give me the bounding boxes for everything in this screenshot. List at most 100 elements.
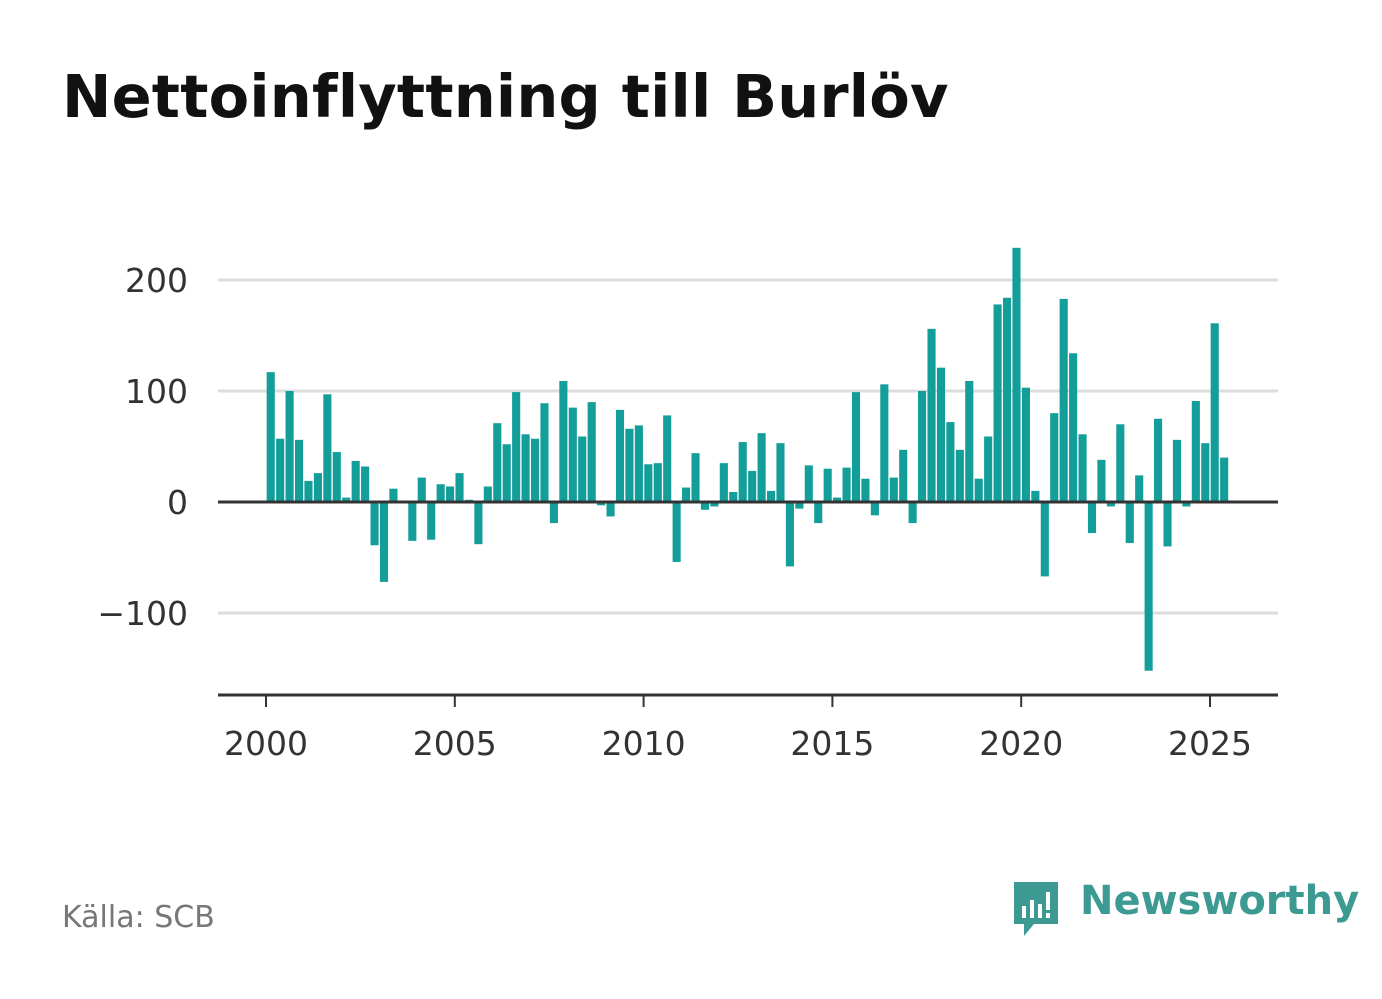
bar	[1116, 424, 1125, 502]
bar	[351, 460, 360, 502]
bar	[408, 502, 417, 541]
x-tick-label: 2025	[1168, 724, 1252, 763]
bar	[1220, 457, 1229, 502]
bar	[417, 477, 426, 502]
bar	[1078, 434, 1087, 502]
bar	[776, 443, 785, 502]
bar	[719, 463, 728, 502]
bar	[927, 328, 936, 502]
bar	[804, 465, 813, 502]
y-tick-label: 0	[167, 483, 188, 522]
bar	[455, 473, 464, 502]
bar	[682, 487, 691, 502]
bar	[540, 403, 549, 502]
bar	[1069, 353, 1078, 502]
bar	[1002, 297, 1012, 502]
bar	[795, 502, 804, 509]
bar	[936, 367, 946, 502]
bar	[870, 502, 879, 516]
bar	[1087, 502, 1097, 534]
bar	[1144, 502, 1153, 671]
bar	[738, 442, 747, 502]
bar	[474, 502, 483, 545]
bar	[313, 473, 322, 502]
bar	[851, 392, 861, 502]
bar	[1106, 502, 1115, 507]
bar	[672, 502, 681, 562]
bar	[615, 409, 625, 502]
bar	[1040, 502, 1049, 577]
bar	[1059, 298, 1068, 502]
y-tick-label: 200	[125, 261, 188, 300]
bar	[823, 468, 832, 502]
bar	[1191, 400, 1200, 502]
bar	[332, 452, 341, 502]
bar	[342, 497, 351, 502]
bar	[483, 486, 492, 502]
bar	[700, 502, 710, 510]
bar	[710, 502, 719, 507]
bar	[833, 497, 842, 502]
bar	[1021, 387, 1030, 502]
y-tick-label: −100	[97, 594, 188, 633]
bar	[379, 502, 389, 582]
y-tick-label: 100	[125, 372, 188, 411]
bar	[266, 372, 275, 502]
x-tick-label: 2020	[979, 724, 1063, 763]
bar	[644, 464, 653, 502]
x-tick-label: 2015	[790, 724, 874, 763]
bar	[918, 391, 927, 502]
bar	[502, 444, 511, 502]
bar	[1210, 323, 1219, 502]
bar	[691, 453, 700, 502]
bar	[974, 478, 983, 502]
x-tick-label: 2005	[413, 724, 497, 763]
bar	[427, 502, 436, 540]
bar	[729, 492, 738, 502]
tick-labels: 2000 2005 2010 2015 2020 2025 200 100 0 −100	[97, 261, 1252, 763]
bar	[634, 425, 643, 502]
bar	[1201, 443, 1210, 502]
bar	[578, 436, 587, 502]
newsworthy-logo-icon	[1014, 882, 1058, 936]
bar	[276, 438, 285, 502]
brand-name: Newsworthy	[1080, 878, 1360, 924]
x-tick-label: 2000	[224, 724, 308, 763]
bar	[294, 439, 304, 502]
bar	[1031, 490, 1040, 502]
gridlines	[218, 278, 1278, 615]
bar	[1125, 502, 1134, 544]
bar	[908, 502, 917, 524]
bar	[984, 436, 993, 502]
bar	[597, 502, 606, 506]
bar	[1012, 247, 1021, 502]
bar	[785, 502, 794, 567]
bar	[587, 402, 596, 502]
bar	[1050, 413, 1059, 502]
source-label: Källa: SCB	[62, 900, 215, 935]
bar	[1163, 502, 1172, 547]
bar	[606, 502, 615, 517]
bar	[304, 480, 313, 502]
bar	[512, 392, 521, 502]
bar	[880, 384, 889, 502]
bar	[955, 449, 964, 502]
bar	[625, 428, 634, 502]
bar	[899, 449, 908, 502]
bar	[1182, 502, 1191, 507]
bar	[559, 381, 568, 502]
bar	[748, 470, 757, 502]
bar	[389, 488, 398, 502]
bar	[1097, 459, 1106, 502]
bar	[757, 433, 766, 502]
bar	[861, 478, 870, 502]
bar	[521, 434, 530, 502]
bar	[889, 477, 898, 502]
bar	[370, 502, 379, 546]
bar	[965, 381, 974, 502]
bars	[266, 247, 1229, 671]
chart-title: Nettoinflyttning till Burlöv	[62, 62, 949, 131]
bar	[549, 502, 558, 524]
bar	[493, 423, 502, 502]
